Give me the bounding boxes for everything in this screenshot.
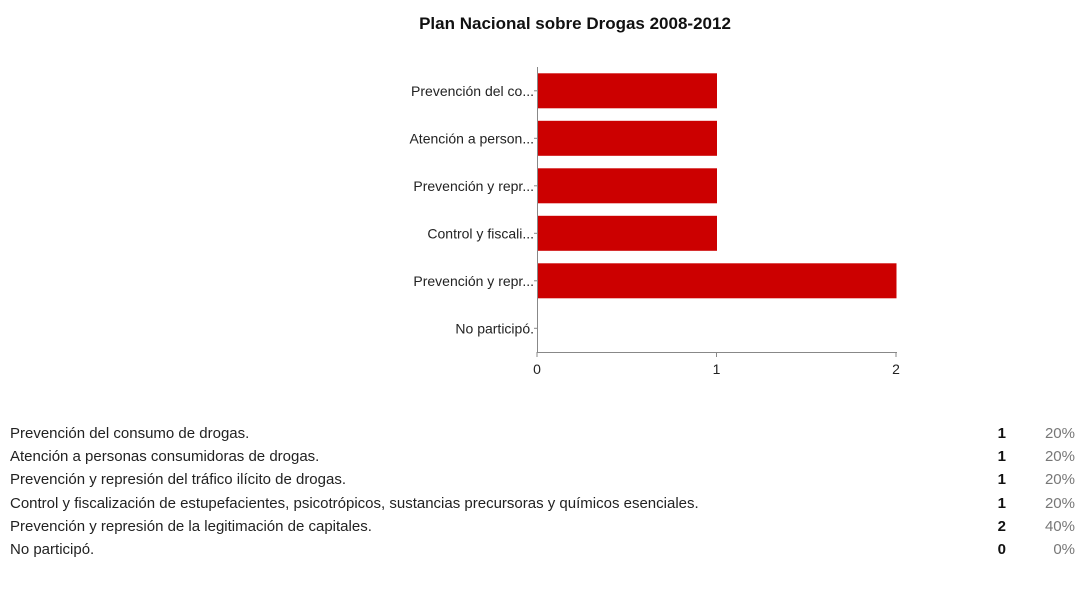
summary-count: 1 [997,494,1006,512]
x-tick-label: 1 [713,361,721,377]
summary-row: Prevención del consumo de drogas. 1 20% [10,422,1076,445]
axis-layer: Prevención del co... Atención a person...… [409,67,900,377]
summary-percent: 20% [1044,494,1075,512]
summary-percent: 20% [1044,425,1075,442]
bar-chart: Plan Nacional sobre Drogas 2008-2012 Pre… [409,14,900,377]
summary-count: 0 [997,540,1006,558]
summary-label: Prevención y represión del tráfico ilíci… [10,471,347,489]
category-label: No participó. [455,320,534,336]
summary-label: Prevención y represión de la legitimació… [10,517,372,535]
summary-percent: 40% [1044,517,1075,535]
summary-percent: 20% [1044,471,1075,489]
summary-count: 1 [997,425,1006,442]
summary-row: No participó. 0 0% [10,538,1076,561]
summary-table: Prevención del consumo de drogas. 1 20% … [10,422,1076,561]
summary-percent: 0% [1053,540,1075,558]
summary-label: No participó. [10,540,95,558]
summary-count: 1 [997,471,1006,489]
summary-count: 2 [997,517,1006,535]
bar [537,120,717,156]
summary-label: Atención a personas consumidoras de drog… [10,448,320,466]
summary-row: Prevención y represión de la legitimació… [10,515,1076,538]
summary-percent: 20% [1044,448,1075,466]
bar [537,215,717,251]
summary-label: Prevención del consumo de drogas. [10,425,250,442]
x-tick-label: 2 [892,361,900,377]
bars-layer [537,73,897,299]
category-label: Prevención y repr... [413,273,534,289]
chart-title: Plan Nacional sobre Drogas 2008-2012 [419,14,731,33]
summary-row: Prevención y represión del tráfico ilíci… [10,468,1076,491]
category-label: Atención a person... [409,130,534,146]
summary-count: 1 [997,448,1006,466]
bar [537,263,897,299]
bar [537,168,717,204]
x-tick-label: 0 [533,361,541,377]
category-label: Control y fiscali... [427,225,534,241]
category-label: Prevención y repr... [413,178,534,194]
summary-label: Control y fiscalización de estupefacient… [10,494,699,512]
bar [537,73,717,109]
category-label: Prevención del co... [411,83,534,99]
summary-row: Control y fiscalización de estupefacient… [10,492,1076,515]
summary-row: Atención a personas consumidoras de drog… [10,445,1076,468]
